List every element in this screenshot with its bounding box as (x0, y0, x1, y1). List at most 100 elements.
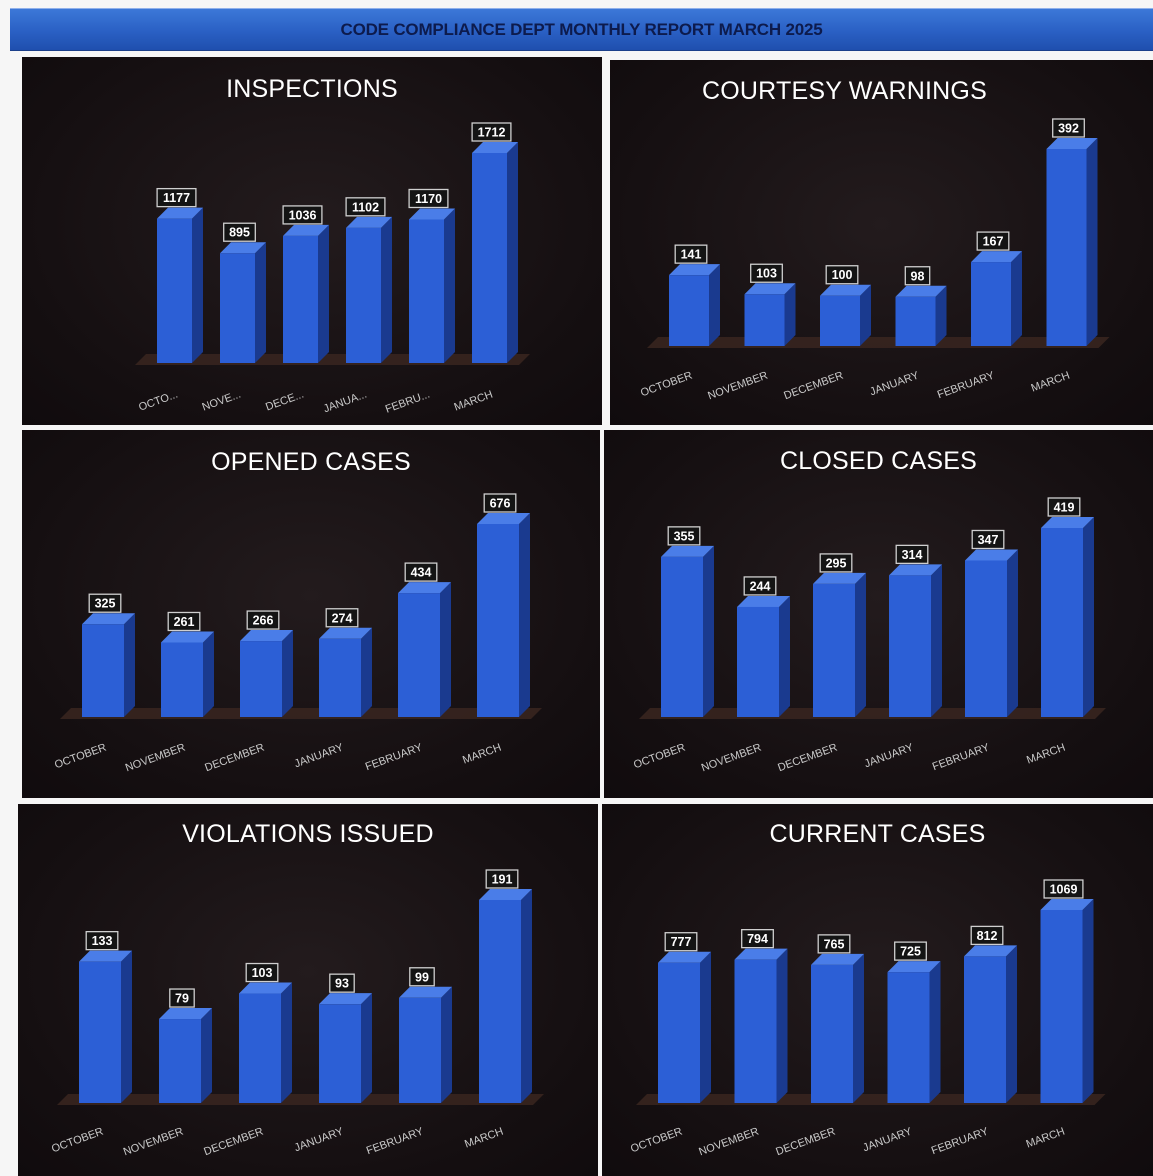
bar-side (784, 283, 796, 346)
data-label: 794 (747, 932, 768, 946)
bar-front (744, 294, 785, 346)
bar-top (811, 953, 864, 965)
category-label: NOVEMBER (700, 742, 763, 775)
bar-top (661, 545, 714, 557)
category-label: OCTO... (137, 389, 179, 414)
bar-front (889, 575, 931, 717)
bar (889, 564, 942, 717)
bar-top (889, 564, 942, 576)
bar (744, 283, 796, 346)
bar-side (440, 582, 451, 717)
bar-top (283, 224, 329, 236)
bar-side (361, 993, 372, 1103)
data-label-box (246, 610, 280, 630)
data-label: 99 (415, 970, 429, 984)
bar (399, 986, 452, 1103)
bar-chart-svg: 141 OCTOBER 103 NOVEMBER 100 DECEMBER 98 JANUAR… (639, 118, 1110, 403)
bar-front (669, 275, 709, 346)
data-label-box (329, 973, 355, 993)
bar-chart-svg: 325 OCTOBER 261 NOVEMBER 266 DECEMBER 274 JANUA… (53, 493, 542, 774)
bar (887, 961, 941, 1103)
bar-top (239, 982, 292, 994)
category-label: FEBRU... (384, 389, 432, 416)
category-label: DECEMBER (776, 742, 839, 775)
chart-floor (647, 337, 1110, 348)
bar (79, 950, 132, 1103)
bar-chart-svg: 133 OCTOBER 79 NOVEMBER 103 DECEMBER 93 JANUARY… (50, 869, 544, 1159)
chart-title: COURTESY WARNINGS (702, 77, 987, 105)
bar-front (820, 295, 860, 346)
data-label: 100 (832, 268, 853, 282)
bar-front (1040, 910, 1083, 1103)
data-label-box (404, 562, 438, 582)
category-label: OCTOBER (629, 1126, 684, 1156)
category-label: MARCH (453, 389, 495, 414)
bar-side (521, 889, 532, 1103)
bar (1046, 138, 1098, 346)
bar (737, 595, 790, 717)
data-label-box (976, 231, 1010, 251)
category-label: FEBRUARY (930, 1125, 991, 1157)
bar (82, 613, 135, 717)
category-label: MARCH (1025, 742, 1067, 767)
bar-side (1006, 945, 1017, 1103)
bar-side (709, 264, 720, 346)
bar-top (220, 242, 266, 254)
bar-top (346, 216, 392, 228)
data-label: 266 (253, 614, 274, 628)
data-label: 261 (174, 615, 195, 629)
bar-side (935, 285, 947, 346)
data-label: 1036 (289, 208, 317, 222)
bar-side (853, 953, 864, 1103)
category-label: NOVEMBER (706, 370, 769, 403)
bar-front (220, 253, 255, 363)
bar (811, 953, 864, 1103)
bar-top (479, 889, 532, 900)
data-label-box (750, 263, 783, 283)
violations-issued-chart: VIOLATIONS ISSUED 133 OCTOBER 79 NOVEMBER 10… (18, 804, 598, 1176)
bar-front (658, 962, 700, 1103)
category-label: JANUARY (868, 369, 921, 398)
bar-side (318, 224, 329, 363)
data-label-box (169, 988, 195, 1008)
data-label: 419 (1054, 501, 1075, 515)
bar-top (319, 993, 372, 1005)
bar-side (860, 284, 871, 346)
category-label: JANUARY (863, 741, 916, 770)
data-label-box (167, 611, 201, 632)
bar (661, 545, 714, 717)
bar-side (855, 572, 866, 717)
bar-chart-svg: 1177 OCTO... 895 NOVE... 1036 DECE... 1102 JANU… (135, 122, 530, 416)
bar-side (281, 982, 292, 1103)
bar-side (1082, 899, 1094, 1103)
data-label: 167 (983, 235, 1004, 249)
bar-front (734, 959, 777, 1103)
bar-top (887, 961, 941, 973)
category-label: DECEMBER (202, 1126, 265, 1159)
category-label: NOVEMBER (697, 1126, 760, 1159)
bar-top (1040, 899, 1094, 910)
data-label-box (1052, 118, 1085, 138)
bar (240, 630, 293, 717)
category-label: OCTOBER (639, 370, 694, 400)
data-label-box (819, 553, 853, 573)
chart-title: CLOSED CASES (780, 447, 977, 475)
bar-top (82, 613, 135, 625)
category-label: FEBRUARY (365, 1125, 426, 1157)
data-label-box (817, 934, 851, 954)
category-label: NOVE... (201, 389, 243, 414)
data-label-box (895, 544, 929, 565)
data-label-box (741, 928, 774, 949)
bar (472, 142, 518, 363)
bar-top (157, 207, 203, 219)
bar-side (776, 948, 788, 1103)
data-label: 191 (492, 873, 513, 887)
chart-title: VIOLATIONS ISSUED (182, 820, 434, 848)
bar-front (964, 956, 1006, 1103)
bar-front (887, 972, 930, 1103)
bar-top (477, 513, 530, 524)
data-label-box (408, 188, 449, 209)
bar-top (79, 950, 132, 962)
data-label-box (156, 187, 197, 208)
data-label: 392 (1058, 122, 1079, 136)
